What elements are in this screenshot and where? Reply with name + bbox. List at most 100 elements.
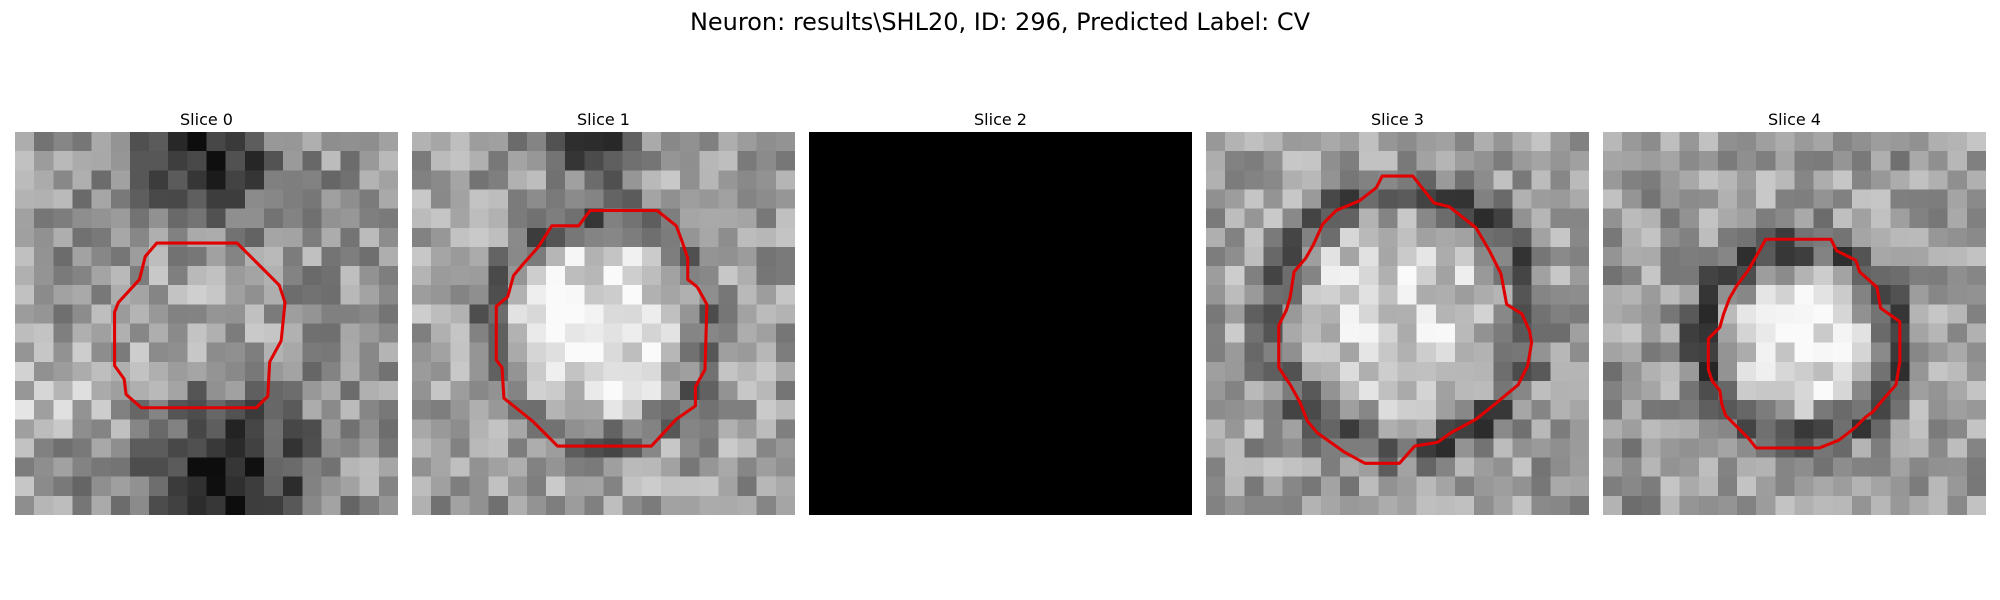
pixel <box>1512 380 1532 401</box>
pixel <box>1263 170 1283 190</box>
pixel <box>1320 132 1341 152</box>
pixel <box>412 323 432 344</box>
pixel <box>1019 246 1040 267</box>
pixel <box>1603 457 1623 478</box>
pixel <box>775 342 795 363</box>
pixel <box>1641 132 1661 152</box>
pixel <box>1928 361 1949 382</box>
pixel <box>923 342 944 363</box>
pixel <box>1359 208 1379 229</box>
pixel <box>1096 495 1116 515</box>
pixel <box>1320 227 1341 248</box>
pixel <box>302 323 322 344</box>
pixel <box>1737 342 1757 363</box>
pixel <box>1096 170 1116 190</box>
pixel <box>1206 495 1226 515</box>
pixel <box>1225 476 1245 497</box>
pixel <box>1019 476 1040 497</box>
pixel <box>1679 151 1700 171</box>
pixel <box>378 476 398 497</box>
pixel <box>1928 208 1949 229</box>
pixel <box>149 151 169 171</box>
pixel <box>1172 400 1192 420</box>
pixel <box>866 132 886 152</box>
pixel <box>1531 227 1552 248</box>
pixel <box>962 419 982 439</box>
pixel <box>168 438 188 458</box>
pixel <box>847 361 867 382</box>
pixel <box>206 457 227 478</box>
pixel <box>1096 132 1116 152</box>
pixel <box>1172 151 1192 171</box>
pixel <box>775 246 795 267</box>
pixel <box>1172 438 1192 458</box>
pixel <box>168 304 188 324</box>
pixel <box>53 476 73 497</box>
pixel <box>1301 419 1322 439</box>
pixel <box>1550 151 1571 171</box>
pixel <box>1550 380 1571 401</box>
pixel <box>1019 400 1040 420</box>
pixel <box>1115 170 1135 190</box>
pixel <box>584 189 604 209</box>
pixel <box>622 189 643 209</box>
panel-slice-2: Slice 2 <box>809 108 1192 515</box>
pixel <box>1851 208 1872 229</box>
pixel <box>584 304 604 324</box>
pixel <box>923 246 944 267</box>
pixel <box>1320 208 1341 229</box>
pixel <box>1512 266 1532 286</box>
pixel <box>680 170 700 190</box>
pixel <box>565 476 585 497</box>
pixel <box>737 170 758 190</box>
pixel <box>809 380 829 401</box>
pixel <box>1359 132 1379 152</box>
pixel <box>53 361 73 382</box>
pixel <box>1019 380 1040 401</box>
pixel <box>847 285 867 305</box>
pixel <box>1340 227 1360 248</box>
pixel <box>1153 495 1174 515</box>
pixel <box>1832 285 1853 305</box>
pixel <box>584 419 604 439</box>
pixel <box>283 208 303 229</box>
pixel <box>53 438 73 458</box>
pixel <box>1474 342 1494 363</box>
pixel <box>962 457 982 478</box>
pixel <box>225 476 246 497</box>
pixel <box>1000 380 1021 401</box>
pixel <box>450 476 470 497</box>
pixel <box>1454 457 1475 478</box>
pixel <box>756 495 777 515</box>
pixel <box>1794 208 1815 229</box>
pixel <box>699 189 719 209</box>
pixel <box>1378 323 1398 344</box>
pixel <box>378 342 398 363</box>
pixel <box>904 285 925 305</box>
pixel <box>110 266 131 286</box>
pixel <box>718 380 738 401</box>
pixel <box>1134 342 1155 363</box>
pixel <box>507 495 528 515</box>
pixel <box>91 380 112 401</box>
pixel <box>1172 476 1192 497</box>
pixel <box>1038 476 1059 497</box>
pixel <box>1057 438 1078 458</box>
pixel <box>1096 266 1116 286</box>
pixel <box>546 208 566 229</box>
pixel <box>1153 380 1174 401</box>
pixel <box>1550 361 1571 382</box>
pixel <box>412 457 432 478</box>
pixel <box>904 323 925 344</box>
pixel <box>15 246 35 267</box>
pixel <box>412 285 432 305</box>
pixel <box>1832 208 1853 229</box>
pixel <box>1641 323 1661 344</box>
pixel <box>1775 246 1795 267</box>
pixel <box>1416 419 1437 439</box>
pixel <box>1947 246 1968 267</box>
pixel <box>359 227 380 248</box>
pixel <box>718 323 738 344</box>
pixel <box>340 170 361 190</box>
pixel <box>283 419 303 439</box>
